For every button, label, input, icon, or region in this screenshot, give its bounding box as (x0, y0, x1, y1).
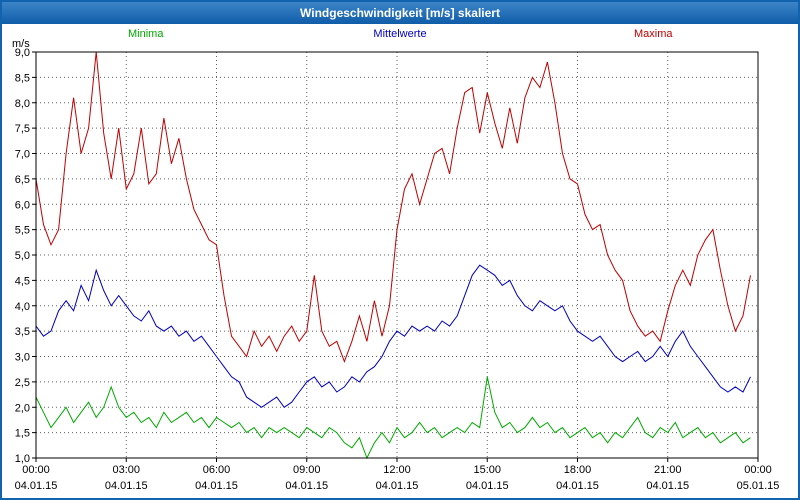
y-tick-label: 3,5 (15, 326, 30, 338)
x-tick-date-label: 04.01.15 (646, 480, 689, 492)
legend-maxima-label: Maxima (634, 28, 673, 40)
x-tick-time-label: 12:00 (383, 464, 411, 476)
y-tick-label: 2,0 (15, 402, 30, 414)
x-tick-time-label: 03:00 (112, 464, 140, 476)
y-tick-label: 7,0 (15, 149, 30, 161)
title-bar: Windgeschwindigkeit [m/s] skaliert (2, 2, 798, 24)
y-tick-label: 1,0 (15, 453, 30, 465)
x-tick-time-label: 09:00 (293, 464, 321, 476)
y-tick-label: 6,5 (15, 174, 30, 186)
y-tick-label: 5,5 (15, 225, 30, 237)
x-tick-time-label: 15:00 (473, 464, 501, 476)
x-tick-date-label: 04.01.15 (195, 480, 238, 492)
y-tick-label: 4,0 (15, 301, 30, 313)
y-tick-label: 6,0 (15, 199, 30, 211)
y-tick-label: 5,0 (15, 250, 30, 262)
y-tick-label: 8,0 (15, 98, 30, 110)
x-tick-date-label: 04.01.15 (105, 480, 148, 492)
legend-minima-label: Minima (128, 28, 164, 40)
x-tick-date-label: 04.01.15 (466, 480, 509, 492)
x-tick-date-label: 04.01.15 (285, 480, 328, 492)
x-tick-time-label: 00:00 (744, 464, 772, 476)
x-tick-date-label: 04.01.15 (15, 480, 58, 492)
y-tick-label: 1,5 (15, 428, 30, 440)
window-title: Windgeschwindigkeit [m/s] skaliert (300, 6, 500, 20)
series-minima-line (35, 376, 751, 460)
y-tick-label: 8,5 (15, 72, 30, 84)
x-tick-time-label: 00:00 (22, 464, 50, 476)
series-mittelwerte-line (35, 264, 751, 408)
x-tick-time-label: 21:00 (654, 464, 682, 476)
x-tick-time-label: 18:00 (564, 464, 592, 476)
x-tick-date-label: 04.01.15 (556, 480, 599, 492)
y-tick-label: 9,0 (15, 47, 30, 59)
y-tick-label: 2,5 (15, 377, 30, 389)
y-axis-unit-label: m/s (12, 38, 30, 50)
x-tick-date-label: 04.01.15 (376, 480, 419, 492)
legend: Minima Mittelwerte Maxima (2, 28, 798, 44)
legend-mittelwerte-label: Mittelwerte (373, 28, 427, 40)
y-tick-label: 3,0 (15, 352, 30, 364)
wind-speed-chart: 9,0 8,5 8,0 7,5 7,0 6,5 6,0 5,5 5,0 4,5 4,0 3,5 3,0 2… (15, 47, 780, 492)
y-tick-label: 4,5 (15, 275, 30, 287)
x-tick-date-label: 05.01.15 (737, 480, 780, 492)
series-maxima-line (35, 51, 751, 364)
y-tick-label: 7,5 (15, 123, 30, 135)
x-tick-time-label: 06:00 (203, 464, 231, 476)
